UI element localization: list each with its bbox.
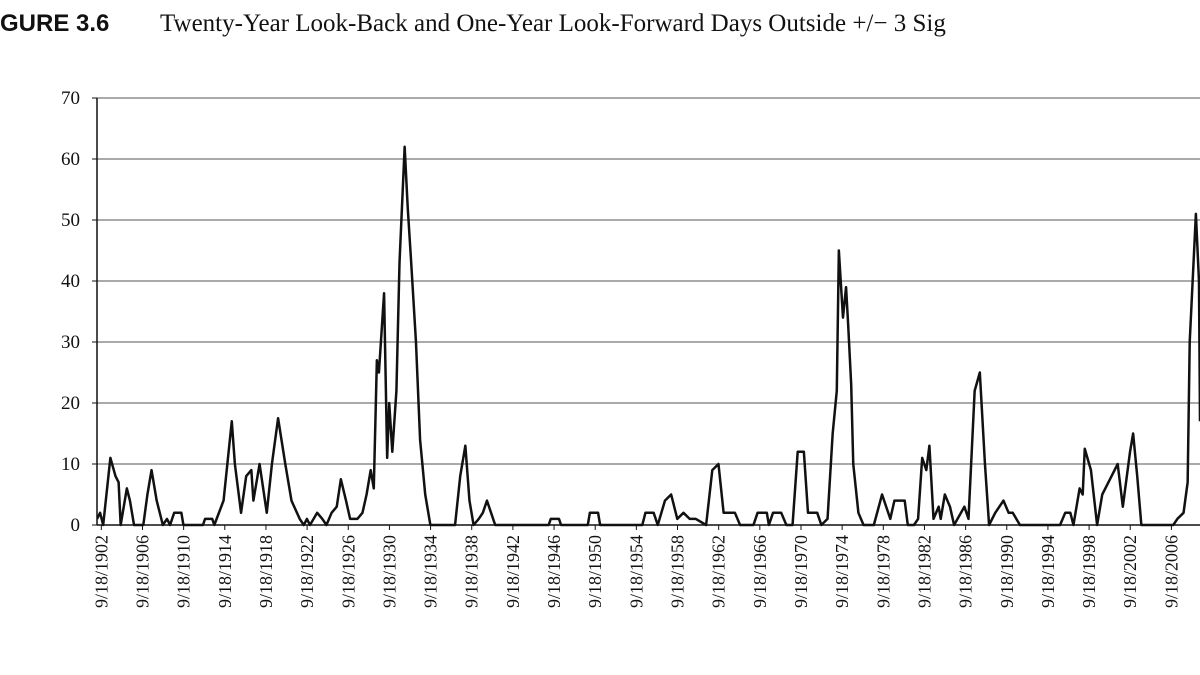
y-tick-label: 20 (61, 393, 80, 414)
x-tick-label: 9/18/1922 (297, 535, 317, 608)
plot-area (97, 145, 1200, 527)
x-tick-label: 9/18/1982 (914, 535, 934, 608)
x-tick-label: 9/18/1966 (750, 535, 770, 608)
y-tick-label: 50 (61, 210, 80, 231)
x-tick-label: 9/18/1954 (626, 535, 646, 608)
x-tick-label: 9/18/1934 (421, 535, 441, 608)
y-tick-label: 60 (61, 149, 80, 170)
x-tick-label: 9/18/1986 (956, 535, 976, 608)
data-line (97, 145, 1200, 527)
x-tick-label: 9/18/1914 (215, 535, 235, 608)
x-tick-label: 9/18/1926 (338, 535, 358, 608)
x-tick-label: 9/18/2002 (1120, 535, 1140, 608)
y-tick-label: 40 (61, 271, 80, 292)
x-tick-label: 9/18/1910 (174, 535, 194, 608)
x-tick-label: 9/18/1978 (873, 535, 893, 608)
x-tick-label: 9/18/1958 (668, 535, 688, 608)
x-tick-label: 9/18/1902 (91, 535, 111, 608)
x-tick-label: 9/18/1938 (462, 535, 482, 608)
x-tick-label: 9/18/2006 (1161, 535, 1181, 608)
x-tick-label: 9/18/1942 (503, 535, 523, 608)
x-tick-label: 9/18/1950 (585, 535, 605, 608)
chart-title: Twenty-Year Look-Back and One-Year Look-… (160, 10, 946, 37)
y-tick-label: 70 (61, 88, 80, 109)
y-tick-label: 10 (61, 454, 80, 475)
x-tick-label: 9/18/1974 (832, 535, 852, 608)
x-tick-label: 9/18/1970 (791, 535, 811, 608)
x-tick-label: 9/18/1962 (709, 535, 729, 608)
figure-label: GURE 3.6 (0, 10, 109, 37)
x-tick-label: 9/18/1994 (1038, 535, 1058, 608)
x-tick-label: 9/18/1930 (379, 535, 399, 608)
y-tick-label: 0 (71, 515, 81, 536)
x-tick-label: 9/18/1990 (997, 535, 1017, 608)
x-tick-label: 9/18/1906 (132, 535, 152, 608)
y-tick-label: 30 (61, 332, 80, 353)
x-tick-label: 9/18/1946 (544, 535, 564, 608)
x-tick-label: 9/18/1998 (1079, 535, 1099, 608)
x-tick-label: 9/18/1918 (256, 535, 276, 608)
